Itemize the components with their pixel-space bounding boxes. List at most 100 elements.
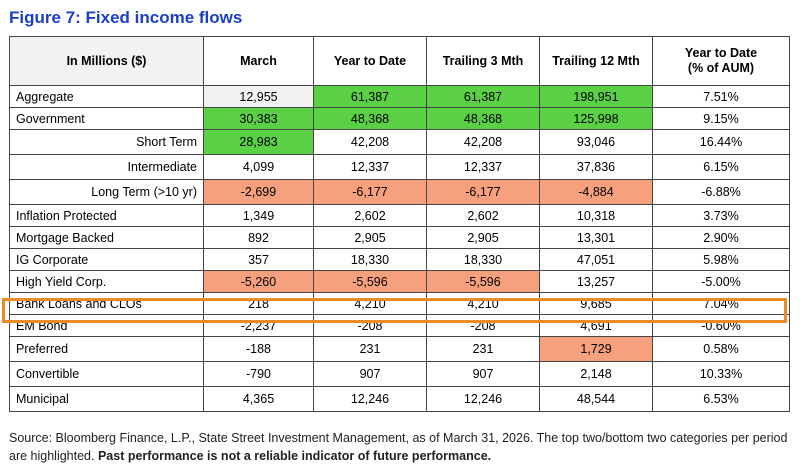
header-ytd-pct-aum: Year to Date (% of AUM): [652, 36, 790, 86]
cell-ytd: -6,177: [313, 179, 427, 205]
fixed-income-flows-table: In Millions ($) March Year to Date Trail…: [9, 36, 790, 412]
table-row-government: Government 30,383 48,368 48,368 125,998 …: [9, 107, 790, 130]
header-march: March: [203, 36, 314, 86]
cell-march: 30,383: [203, 107, 314, 130]
row-label: Convertible: [9, 361, 204, 387]
cell-march: -5,260: [203, 270, 314, 293]
row-label: Intermediate: [9, 154, 204, 180]
table-row-municipal: Municipal 4,365 12,246 12,246 48,544 6.5…: [9, 386, 790, 412]
cell-t3m: 231: [426, 336, 540, 362]
table-row-em-bond: EM Bond -2,237 -208 -208 4,691 -0.60%: [9, 314, 790, 337]
cell-ytd: 61,387: [313, 85, 427, 108]
row-label: Short Term: [9, 129, 204, 155]
cell-ytd-pct: 10.33%: [652, 361, 790, 387]
cell-t3m: 48,368: [426, 107, 540, 130]
cell-t12m: 13,301: [539, 226, 653, 249]
cell-march: -188: [203, 336, 314, 362]
row-label: EM Bond: [9, 314, 204, 337]
cell-t3m: 18,330: [426, 248, 540, 271]
cell-t3m: -6,177: [426, 179, 540, 205]
header-year-to-date: Year to Date: [313, 36, 427, 86]
table-row-preferred: Preferred -188 231 231 1,729 0.58%: [9, 336, 790, 362]
cell-ytd-pct: 7.51%: [652, 85, 790, 108]
cell-ytd-pct: -5.00%: [652, 270, 790, 293]
cell-t12m: 1,729: [539, 336, 653, 362]
cell-t12m: 37,836: [539, 154, 653, 180]
cell-ytd: 42,208: [313, 129, 427, 155]
cell-ytd: 2,602: [313, 204, 427, 227]
source-text: Source: Bloomberg Finance, L.P., State S…: [9, 431, 788, 463]
cell-ytd-pct: 2.90%: [652, 226, 790, 249]
cell-t3m: 12,337: [426, 154, 540, 180]
cell-t3m: -208: [426, 314, 540, 337]
table-row-bank-loans-clos: Bank Loans and CLOs 218 4,210 4,210 9,68…: [9, 292, 790, 315]
cell-t12m: 2,148: [539, 361, 653, 387]
header-ytd-pct-aum-line1: Year to Date: [684, 46, 758, 60]
cell-ytd-pct: 0.58%: [652, 336, 790, 362]
row-label: Preferred: [9, 336, 204, 362]
cell-ytd-pct: 6.15%: [652, 154, 790, 180]
cell-t12m: 47,051: [539, 248, 653, 271]
table-row-convertible: Convertible -790 907 907 2,148 10.33%: [9, 361, 790, 387]
cell-t12m: 13,257: [539, 270, 653, 293]
cell-t12m: 4,691: [539, 314, 653, 337]
header-trailing-3-mth: Trailing 3 Mth: [426, 36, 540, 86]
cell-t3m: -5,596: [426, 270, 540, 293]
row-label: Mortgage Backed: [9, 226, 204, 249]
cell-march: -2,699: [203, 179, 314, 205]
cell-t12m: 9,685: [539, 292, 653, 315]
cell-t12m: 10,318: [539, 204, 653, 227]
cell-ytd-pct: 16.44%: [652, 129, 790, 155]
row-label: High Yield Corp.: [9, 270, 204, 293]
cell-march: 12,955: [203, 85, 314, 108]
cell-ytd: 4,210: [313, 292, 427, 315]
cell-ytd: 907: [313, 361, 427, 387]
cell-t12m: -4,884: [539, 179, 653, 205]
cell-ytd: 2,905: [313, 226, 427, 249]
table-row-long-term: Long Term (>10 yr) -2,699 -6,177 -6,177 …: [9, 179, 790, 205]
cell-ytd: 18,330: [313, 248, 427, 271]
row-label: Aggregate: [9, 85, 204, 108]
cell-ytd-pct: 7.04%: [652, 292, 790, 315]
cell-ytd-pct: -6.88%: [652, 179, 790, 205]
row-label: Municipal: [9, 386, 204, 412]
header-row: In Millions ($) March Year to Date Trail…: [9, 36, 790, 86]
cell-t3m: 12,246: [426, 386, 540, 412]
cell-t3m: 2,905: [426, 226, 540, 249]
cell-ytd-pct: 9.15%: [652, 107, 790, 130]
row-label: Inflation Protected: [9, 204, 204, 227]
cell-ytd: 48,368: [313, 107, 427, 130]
cell-ytd: 12,337: [313, 154, 427, 180]
cell-t3m: 4,210: [426, 292, 540, 315]
cell-t3m: 2,602: [426, 204, 540, 227]
cell-march: 28,983: [203, 129, 314, 155]
cell-march: 218: [203, 292, 314, 315]
row-label: IG Corporate: [9, 248, 204, 271]
source-note: Source: Bloomberg Finance, L.P., State S…: [9, 429, 799, 465]
cell-ytd-pct: 5.98%: [652, 248, 790, 271]
cell-ytd: 12,246: [313, 386, 427, 412]
cell-march: 4,099: [203, 154, 314, 180]
figure-title: Figure 7: Fixed income flows: [9, 8, 243, 27]
cell-t12m: 198,951: [539, 85, 653, 108]
performance-disclaimer: Past performance is not a reliable indic…: [97, 449, 492, 463]
cell-ytd: 231: [313, 336, 427, 362]
table-row-short-term: Short Term 28,983 42,208 42,208 93,046 1…: [9, 129, 790, 155]
cell-t3m: 61,387: [426, 85, 540, 108]
cell-ytd-pct: -0.60%: [652, 314, 790, 337]
table-row-high-yield-corp: High Yield Corp. -5,260 -5,596 -5,596 13…: [9, 270, 790, 293]
header-trailing-12-mth: Trailing 12 Mth: [539, 36, 653, 86]
header-ytd-pct-aum-line2: (% of AUM): [687, 61, 755, 75]
cell-ytd: -5,596: [313, 270, 427, 293]
cell-ytd-pct: 6.53%: [652, 386, 790, 412]
cell-t12m: 93,046: [539, 129, 653, 155]
cell-march: -790: [203, 361, 314, 387]
header-in-millions: In Millions ($): [9, 36, 204, 86]
row-label: Bank Loans and CLOs: [9, 292, 204, 315]
cell-ytd: -208: [313, 314, 427, 337]
cell-march: 4,365: [203, 386, 314, 412]
cell-march: 357: [203, 248, 314, 271]
cell-ytd-pct: 3.73%: [652, 204, 790, 227]
cell-t3m: 42,208: [426, 129, 540, 155]
cell-march: 892: [203, 226, 314, 249]
